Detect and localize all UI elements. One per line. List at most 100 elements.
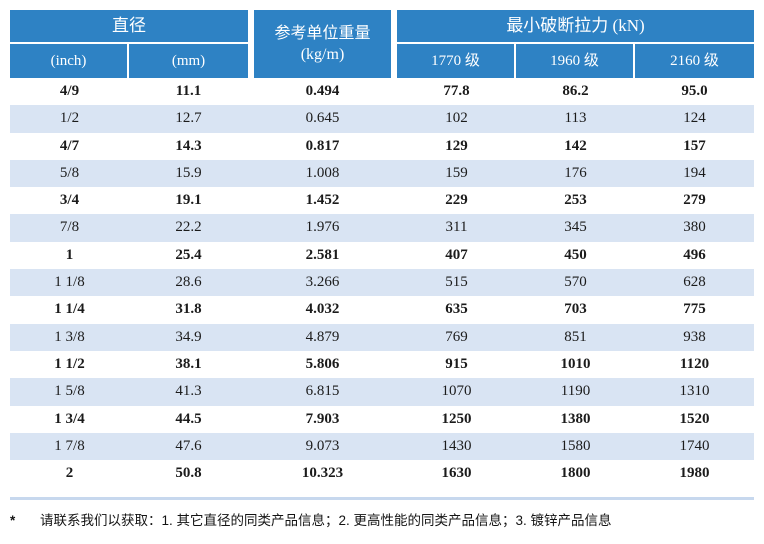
table-row: 7/8 22.2 1.976 311 345 380 [10,214,754,242]
cell-diameter-inch: 1 [65,246,74,263]
cell-grade-1770: 129 [445,137,468,154]
cell-diameter-mm: 47.6 [175,437,202,454]
cell-diameter-inch: 4/7 [59,137,80,154]
cell-diameter-inch: 5/8 [59,164,80,181]
cell-grade-1960: 113 [564,110,587,127]
table-row: 1 5/8 41.3 6.815 1070 1190 1310 [10,378,754,406]
cell-diameter-inch: 4/9 [59,83,80,99]
cell-unit-weight: 3.266 [305,274,340,291]
table-row: 1 3/4 44.5 7.903 1250 1380 1520 [10,405,754,433]
cell-diameter-mm: 22.2 [175,219,202,236]
cell-diameter-inch: 1 1/4 [54,301,85,318]
footnote-asterisk-marker: * [10,513,16,528]
cell-unit-weight: 0.494 [305,83,340,99]
cell-grade-2160: 95.0 [681,83,708,99]
header-mm: (mm) [171,53,206,69]
cell-grade-2160: 938 [683,328,706,345]
cell-grade-1960: 450 [564,246,587,263]
cell-grade-1960: 703 [564,301,587,318]
cell-grade-1770: 1250 [441,410,472,427]
cell-grade-1960: 1800 [560,465,591,482]
cell-grade-1960: 176 [564,164,587,181]
cell-unit-weight: 1.008 [305,164,340,181]
cell-grade-1770: 515 [445,274,468,291]
header-grades-subrow: 1770 级 1960 级 2160 级 [397,44,754,78]
cell-diameter-inch: 7/8 [59,219,80,236]
cell-unit-weight: 10.323 [301,465,344,482]
cell-grade-1960: 851 [564,328,587,345]
cell-grade-1770: 635 [445,301,468,318]
cell-unit-weight: 2.581 [305,246,340,263]
cell-diameter-mm: 15.9 [175,164,202,181]
cell-grade-1960: 1190 [560,383,591,400]
table-row: 1 7/8 47.6 9.073 1430 1580 1740 [10,432,754,461]
table-row: 4/9 11.1 0.494 77.8 86.2 95.0 [10,78,754,106]
table-row: 3/4 19.1 1.452 229 253 279 [10,187,754,215]
table-row: 4/7 14.3 0.817 129 142 157 [10,132,754,160]
cell-grade-1960: 142 [564,137,587,154]
table-row: 1 3/8 34.9 4.879 769 851 938 [10,323,754,351]
cell-grade-1960: 253 [564,192,587,209]
header-unit-weight: 参考单位重量 (kg/m) [254,10,391,78]
cell-unit-weight: 9.073 [305,437,340,454]
cell-grade-2160: 124 [683,110,706,127]
cell-diameter-mm: 34.9 [175,328,202,345]
table-row: 5/8 15.9 1.008 159 176 194 [10,159,754,188]
cell-grade-1770: 229 [445,192,468,209]
cell-unit-weight: 7.903 [305,410,340,427]
header-group-breaking-force: 最小破断拉力 (kN) 1770 级 1960 级 2160 级 [397,10,754,78]
cell-diameter-mm: 14.3 [175,137,202,154]
cell-grade-1770: 1430 [441,437,472,454]
cell-grade-1960: 1580 [560,437,591,454]
table-row: 1/2 12.7 0.645 102 113 124 [10,105,754,133]
header-diameter: 直径 [10,10,248,44]
cell-diameter-mm: 31.8 [175,301,202,318]
cell-grade-2160: 279 [683,192,706,209]
cell-diameter-inch: 2 [65,465,74,482]
table-row: 1 1/4 31.8 4.032 635 703 775 [10,296,754,324]
cell-grade-1960: 570 [564,274,587,291]
cell-diameter-mm: 38.1 [175,355,202,372]
header-inch: (inch) [10,44,129,78]
cell-diameter-mm: 28.6 [175,274,202,291]
table-row: 1 1/2 38.1 5.806 915 1010 1120 [10,350,754,379]
header-unit-weight-title: 参考单位重量 [274,25,371,42]
cell-unit-weight: 1.452 [305,192,340,209]
cell-grade-2160: 1740 [679,437,710,454]
cell-diameter-mm: 19.1 [175,192,202,209]
cell-grade-1960: 345 [564,219,587,236]
header-unit-weight-unit: (kg/m) [300,46,345,63]
cell-diameter-mm: 44.5 [175,410,202,427]
cell-diameter-inch: 1 1/8 [54,274,85,291]
cell-grade-2160: 775 [683,301,706,318]
cell-unit-weight: 0.817 [305,137,340,154]
footnote: * 请联系我们以获取：1. 其它直径的同类产品信息；2. 更高性能的同类产品信息… [10,511,754,530]
table-bottom-rule [10,497,754,500]
header-group-diameter: 直径 (inch) (mm) [10,10,248,78]
cell-grade-1770: 769 [445,328,468,345]
cell-diameter-mm: 11.1 [175,83,202,99]
cell-grade-2160: 194 [683,164,706,181]
cell-diameter-inch: 1 5/8 [54,383,85,400]
cell-unit-weight: 4.032 [305,301,340,318]
cell-grade-1770: 311 [445,219,468,236]
table-body: 4/9 11.1 0.494 77.8 86.2 95.0 1/2 12.7 0… [10,78,754,488]
cell-diameter-inch: 1 3/8 [54,328,85,345]
cell-grade-1960: 86.2 [562,83,589,99]
header-breaking-force: 最小破断拉力 (kN) [397,10,754,44]
cell-diameter-inch: 1 7/8 [54,437,85,454]
cell-grade-1770: 1630 [441,465,472,482]
cell-grade-2160: 1980 [679,465,710,482]
cell-diameter-mm: 41.3 [175,383,202,400]
header-grade-1960: 1960 级 [516,44,635,78]
cell-unit-weight: 0.645 [305,110,340,127]
wire-rope-spec-table: 直径 (inch) (mm) 参考单位重量 (kg/m) 最小破断拉力 (kN)… [10,10,754,488]
cell-unit-weight: 5.806 [305,355,340,372]
cell-diameter-inch: 3/4 [59,192,80,209]
footnote-text: 请联系我们以获取：1. 其它直径的同类产品信息；2. 更高性能的同类产品信息；3… [40,513,612,528]
cell-grade-2160: 628 [683,274,706,291]
cell-diameter-inch: 1 3/4 [54,410,85,427]
cell-unit-weight: 4.879 [305,328,340,345]
header-grade-2160: 2160 级 [670,53,719,69]
cell-unit-weight: 6.815 [305,383,340,400]
